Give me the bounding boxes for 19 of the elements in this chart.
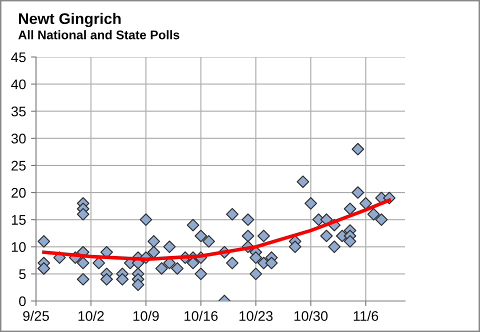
y-tick-label: 15 [12, 215, 26, 225]
x-tick-label: 11/6 [354, 310, 378, 321]
y-tick-label: 0 [19, 296, 26, 306]
y-tick-label: 5 [19, 269, 26, 280]
y-tick-label: 10 [12, 242, 26, 252]
y-tick-label: 35 [11, 106, 26, 116]
chart-subtitle: All National and State Polls [18, 30, 180, 40]
x-tick-label: 9/25 [23, 310, 49, 321]
y-tick-label: 20 [12, 188, 26, 198]
x-tick-label: 10/23 [240, 310, 273, 321]
y-tick-label: 40 [11, 79, 26, 90]
chart-title: Newt Gingrich [19, 12, 121, 28]
x-tick-label: 10/30 [294, 310, 328, 321]
x-tick-label: 10/9 [133, 310, 159, 321]
y-tick-label: 30 [11, 134, 26, 144]
x-tick-label: 10/2 [78, 310, 104, 321]
y-tick-label: 25 [12, 160, 26, 171]
x-tick-label: 10/16 [184, 310, 218, 321]
y-tick-label: 45 [11, 52, 26, 62]
